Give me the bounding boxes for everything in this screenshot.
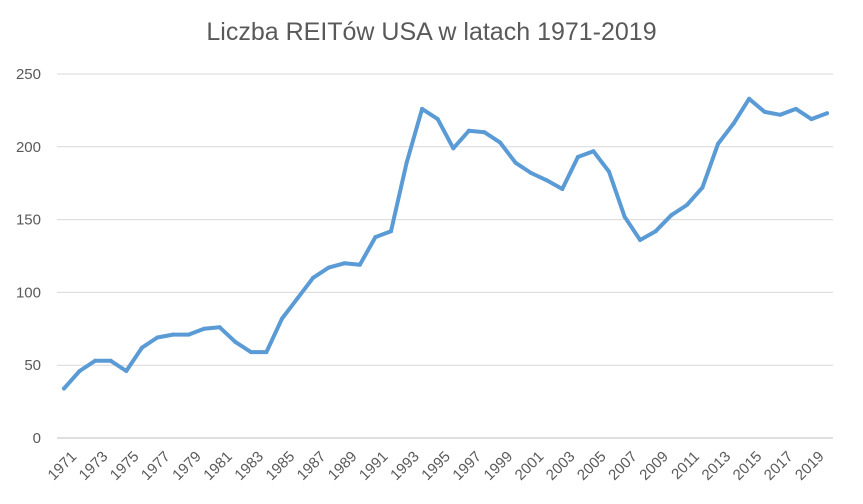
data-point — [653, 229, 658, 234]
data-point — [747, 96, 752, 101]
data-point — [420, 106, 425, 111]
data-point — [311, 275, 316, 280]
data-point — [560, 187, 565, 191]
x-tick-label: 1971 — [45, 448, 81, 484]
data-point — [716, 141, 720, 146]
data-point — [669, 213, 674, 218]
x-tick-label: 1973 — [76, 448, 112, 484]
x-tick-label: 2005 — [574, 448, 610, 484]
y-tick-label: 0 — [33, 430, 41, 447]
data-point — [342, 261, 347, 266]
chart-title: Liczba REITów USA w latach 1971-2019 — [206, 18, 657, 46]
data-point — [93, 358, 98, 363]
x-tick-label: 1979 — [169, 448, 205, 484]
x-tick-label: 1993 — [387, 448, 423, 484]
x-tick-label: 1995 — [418, 448, 454, 484]
x-tick-label: 1997 — [449, 448, 485, 484]
data-point — [233, 339, 238, 344]
data-point — [622, 214, 627, 219]
x-tick-label: 2015 — [730, 448, 766, 484]
data-point — [638, 238, 643, 242]
data-point — [77, 369, 82, 373]
x-tick-label: 2003 — [543, 448, 579, 484]
x-tick-label: 2011 — [668, 448, 703, 483]
data-point — [482, 130, 487, 135]
y-tick-label: 250 — [16, 66, 41, 83]
data-point — [435, 117, 440, 122]
x-tick-label: 1985 — [263, 448, 299, 484]
x-tick-label: 1975 — [107, 448, 143, 484]
data-point — [202, 326, 207, 331]
data-point — [171, 332, 175, 337]
data-point — [139, 345, 144, 350]
data-point — [809, 117, 814, 122]
gridlines — [57, 73, 833, 366]
data-point — [155, 335, 160, 340]
data-point — [825, 111, 829, 116]
x-tick-label: 2001 — [512, 448, 548, 484]
x-tick-label: 1977 — [138, 448, 174, 484]
x-tick-label: 1991 — [356, 448, 392, 484]
data-point — [513, 160, 518, 165]
data-point — [544, 178, 549, 183]
data-point — [498, 140, 502, 145]
data-point — [575, 155, 580, 159]
data-point — [607, 169, 611, 174]
data-point — [778, 112, 783, 117]
data-point — [295, 296, 300, 301]
data-point — [186, 332, 191, 337]
x-tick-label: 2007 — [605, 448, 641, 484]
data-point — [248, 350, 253, 355]
data-point — [466, 128, 471, 133]
y-tick-labels: 0 50 100 150 200 250 — [16, 66, 41, 447]
data-point — [700, 185, 705, 190]
series-layer — [62, 96, 829, 391]
data-point — [793, 106, 798, 111]
data-point — [357, 262, 362, 267]
x-tick-label: 2017 — [761, 448, 797, 484]
x-tick-label: 2019 — [792, 448, 828, 484]
data-point — [217, 325, 222, 330]
data-point — [762, 109, 767, 114]
data-point — [591, 149, 596, 154]
data-point — [124, 369, 129, 373]
x-tick-label: 2009 — [636, 448, 672, 484]
y-tick-label: 100 — [16, 284, 41, 301]
x-tick-label: 2013 — [699, 448, 735, 484]
data-point — [684, 203, 689, 207]
data-point — [326, 265, 331, 270]
series-line — [62, 96, 829, 391]
data-point — [373, 235, 378, 240]
x-tick-label: 1981 — [200, 448, 236, 484]
data-point — [62, 386, 66, 391]
x-tick-label: 1987 — [294, 448, 330, 484]
data-point — [451, 146, 456, 151]
y-tick-label: 200 — [16, 139, 41, 156]
data-point — [529, 171, 534, 175]
data-point — [404, 160, 409, 165]
x-tick-label: 1983 — [231, 448, 267, 484]
data-point — [264, 350, 269, 355]
y-tick-label: 50 — [24, 357, 41, 374]
x-tick-label: 1989 — [325, 448, 361, 484]
data-point — [731, 121, 736, 126]
y-tick-label: 150 — [16, 212, 41, 229]
data-point — [280, 316, 284, 321]
data-point — [108, 358, 113, 363]
data-point — [389, 229, 393, 234]
x-tick-labels: 1971197319751977197919811983198519871989… — [45, 448, 828, 484]
x-tick-label: 1999 — [481, 448, 517, 484]
